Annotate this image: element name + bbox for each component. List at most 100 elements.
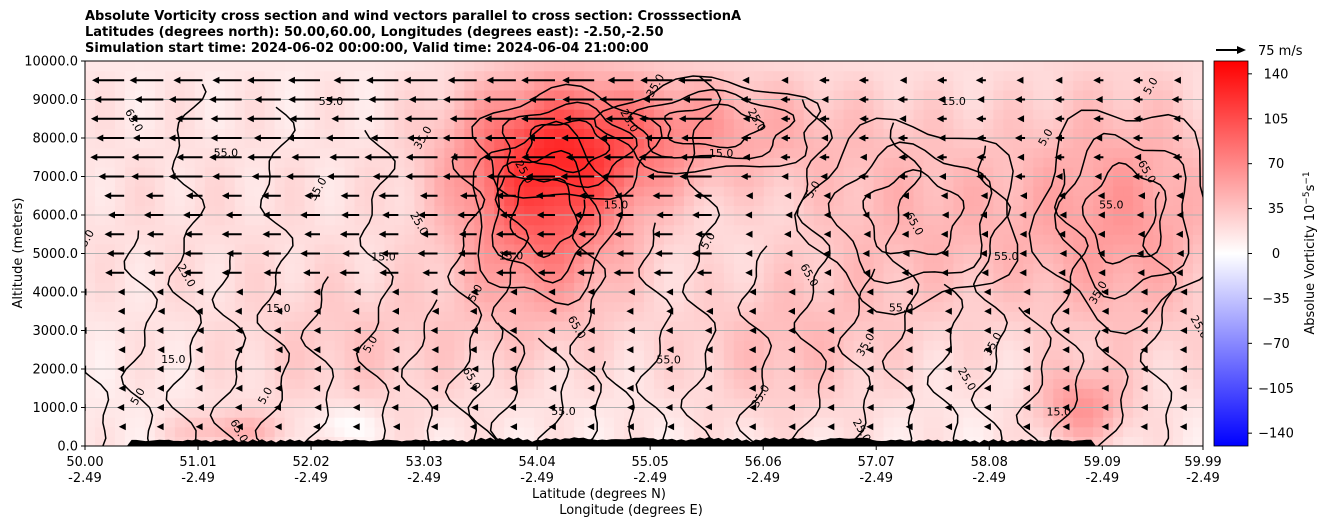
field-cell (773, 253, 785, 264)
wind-vector (677, 76, 712, 84)
field-cell (973, 234, 984, 245)
field-cell (174, 118, 186, 129)
field-cell (234, 138, 246, 149)
field-cell (224, 340, 236, 351)
field-cell (763, 80, 775, 91)
field-cell (384, 128, 396, 139)
field-cell (614, 157, 625, 168)
field-cell (434, 166, 445, 178)
field-cell (1073, 224, 1084, 235)
field-cell (474, 253, 485, 264)
field-cell (124, 70, 136, 81)
field-cell (913, 109, 925, 120)
field-cell (693, 417, 705, 428)
field-cell (1183, 157, 1194, 168)
field-cell (134, 89, 146, 101)
contour-label: 55.0 (551, 405, 576, 418)
field-cell (104, 320, 116, 332)
field-cell (174, 417, 186, 428)
field-cell (743, 80, 755, 91)
wind-vector-head (1017, 153, 1025, 161)
field-cell (254, 138, 266, 149)
field-cell (324, 320, 336, 332)
field-cell (244, 99, 256, 110)
field-cell (873, 417, 885, 428)
field-cell (1183, 166, 1194, 178)
field-cell (873, 80, 885, 91)
field-cell (1043, 109, 1054, 120)
field-cell (414, 426, 425, 437)
field-cell (853, 263, 865, 274)
field-cell (763, 359, 775, 370)
field-cell (134, 320, 146, 332)
field-cell (1193, 311, 1203, 322)
field-cell (973, 118, 984, 129)
wind-vector (899, 115, 907, 123)
field-cell (663, 388, 675, 399)
field-cell (1133, 407, 1144, 418)
field-cell (1013, 99, 1024, 110)
field-cell (1003, 243, 1014, 255)
field-cell (793, 263, 805, 274)
field-cell (863, 224, 875, 235)
field-cell (673, 359, 685, 370)
field-cell (194, 340, 206, 351)
field-cell (554, 195, 565, 206)
wind-vector-head (1016, 76, 1024, 84)
field-cell (634, 195, 645, 206)
wind-vector (1014, 134, 1026, 142)
field-cell (454, 349, 465, 360)
field-cell (1113, 80, 1124, 91)
field-cell (663, 166, 675, 178)
field-cell (943, 397, 955, 409)
field-cell (1003, 369, 1014, 380)
wind-vector (246, 115, 281, 123)
field-cell (474, 292, 485, 303)
wind-vector (1173, 76, 1181, 84)
field-cell (1013, 272, 1024, 283)
field-cell (424, 407, 435, 418)
field-cell (564, 359, 575, 370)
field-cell (823, 378, 835, 389)
field-cell (334, 80, 346, 91)
field-cell (733, 417, 745, 428)
field-cell (813, 282, 825, 293)
field-cell (294, 320, 306, 332)
field-cell (703, 388, 715, 399)
field-cell (454, 378, 465, 389)
field-cell (753, 61, 765, 72)
field-cell (713, 292, 725, 303)
field-cell (893, 359, 905, 370)
field-cell (853, 272, 865, 283)
field-cell (544, 70, 555, 81)
field-cell (1113, 301, 1124, 312)
field-cell (374, 109, 386, 120)
field-cell (753, 311, 765, 322)
field-cell (1063, 320, 1074, 332)
field-cell (484, 426, 495, 437)
field-cell (743, 320, 755, 332)
field-cell (893, 128, 905, 139)
field-cell (634, 369, 645, 380)
field-cell (524, 118, 535, 129)
field-cell (1193, 407, 1203, 418)
field-cell (534, 320, 545, 332)
field-cell (1153, 70, 1164, 81)
field-cell (524, 243, 535, 255)
field-cell (1013, 426, 1024, 437)
field-cell (663, 147, 675, 158)
field-cell (853, 407, 865, 418)
field-cell (1093, 359, 1104, 370)
field-cell (663, 263, 675, 274)
field-cell (1183, 292, 1194, 303)
field-cell (703, 330, 715, 341)
field-cell (1103, 369, 1114, 380)
field-cell (923, 234, 935, 245)
field-cell (1033, 234, 1044, 245)
field-cell (813, 417, 825, 428)
field-cell (993, 215, 1004, 226)
field-cell (294, 397, 306, 409)
field-cell (1033, 330, 1044, 341)
field-cell (474, 195, 485, 206)
field-cell (444, 109, 455, 120)
